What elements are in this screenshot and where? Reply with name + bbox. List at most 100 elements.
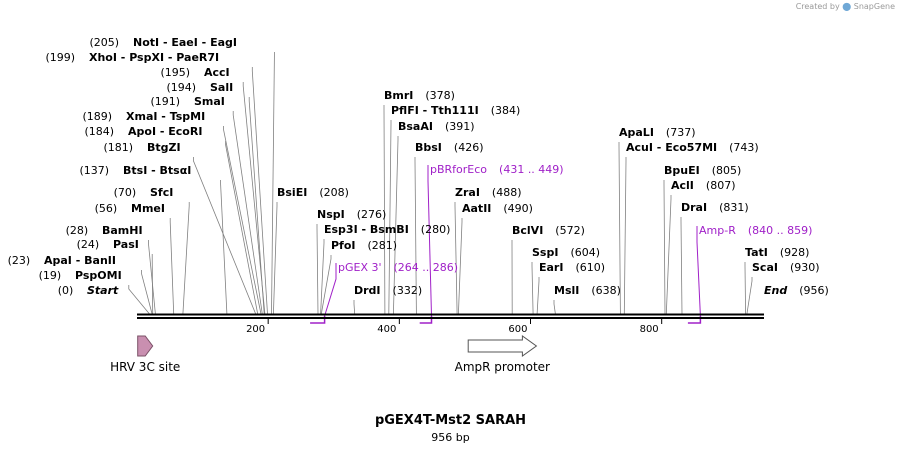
site-xhoi[interactable]: (199) XhoI - PspXI - PaeR7I [46,51,220,64]
site-xmai[interactable]: (189) XmaI - TspMI [83,110,206,123]
site-position: (205) [90,36,120,49]
site-leader-line [271,52,275,315]
site-leader-line [623,157,627,315]
site-drdi[interactable]: DrdI (332) [354,284,422,297]
site-pfoi[interactable]: PfoI (281) [331,239,397,252]
site-position: (391) [445,120,475,133]
site-position: (956) [799,284,829,297]
enzyme-name: ScaI [752,261,778,274]
site-pasi[interactable]: (24) PasI [77,238,139,251]
site-leader-line [454,202,458,315]
site-position: (70) [114,186,137,199]
primer-leader [427,165,432,317]
enzyme-name: PasI [113,238,139,251]
site-leader-line [320,255,332,315]
site-label: (184) ApoI - EcoRI [85,125,203,138]
site-zrai[interactable]: ZraI (488) [455,186,522,199]
site-bsiei[interactable]: BsiEI (208) [277,186,349,199]
site-scai[interactable]: ScaI (930) [752,261,820,274]
site-leader-line [383,105,386,315]
site-label: ScaI (930) [752,261,820,274]
site-acci[interactable]: (195) AccI [161,66,230,79]
enzyme-name: ZraI [455,186,480,199]
site-label: (19) PspOMI [39,269,122,282]
enzyme-name: - Tth111I [419,104,479,117]
site-leader-line [193,157,257,315]
site-eari[interactable]: EarI (610) [539,261,605,274]
feature-arrow-icon [467,335,538,357]
site-leader-line [744,262,746,315]
site-leader-line [531,262,534,315]
site-bamhi[interactable]: (28) BamHI [66,224,143,237]
site-bmri[interactable]: BmrI (378) [384,89,455,102]
enzyme-name: - PaeR7I [164,51,219,64]
site-label: (28) BamHI [66,224,143,237]
site-acui[interactable]: AcuI - Eco57MI (743) [626,141,759,154]
site-sali[interactable]: (194) SalI [167,81,234,94]
site-sspi[interactable]: SspI (604) [532,246,600,259]
enzyme-name: - EaeI [159,36,198,49]
site-leader-line [536,277,540,315]
site-leader-line [148,240,156,315]
site-label: NspI (276) [317,208,386,221]
site-btsi[interactable]: (137) BtsI - BtsαI [80,164,192,177]
site-bsaai[interactable]: BsaAI (391) [398,120,475,133]
enzyme-name: ApoI [128,125,156,138]
primer-pbrforeco[interactable]: pBRforEco (431 .. 449) [419,163,564,324]
site-position: (19) [39,269,62,282]
site-end[interactable]: End (956) [764,284,829,297]
site-start[interactable]: (0) Start [58,284,119,297]
primer-amp-r[interactable]: Amp-R (840 .. 859) [687,224,813,324]
site-leader-line [680,217,683,315]
site-pspomi[interactable]: (19) PspOMI [39,269,122,282]
feature-ampr-promoter[interactable]: AmpR promoter [455,335,550,374]
site-label: (56) MmeI [95,202,165,215]
site-label: BsaAI (391) [398,120,475,133]
site-pflfi[interactable]: PflFI - Tth111I (384) [391,104,520,117]
site-leader-line [251,67,268,315]
site-mmei[interactable]: (56) MmeI [95,202,165,215]
site-drai[interactable]: DraI (831) [681,201,749,214]
site-leader-line [141,270,153,315]
site-bpuei[interactable]: BpuEI (805) [664,164,741,177]
site-btgzi[interactable]: (181) BtgZI [104,141,181,154]
site-smai[interactable]: (191) SmaI [151,95,225,108]
site-tati[interactable]: TatI (928) [745,246,809,259]
site-label: TatI (928) [745,246,809,259]
site-position: (572) [555,224,585,237]
enzyme-name: - EcoRI [156,125,202,138]
site-nspi[interactable]: NspI (276) [317,208,386,221]
site-label: (191) SmaI [151,95,225,108]
enzyme-name: - TspMI [157,110,205,123]
enzyme-name: - BsmBI [358,223,409,236]
feature-label: HRV 3C site [110,360,180,374]
feature-hrv-3c-site[interactable]: HRV 3C site [110,335,180,374]
site-label: (205) NotI - EaeI - EagI [90,36,237,49]
site-bclvi[interactable]: BclVI (572) [512,224,585,237]
site-position: (384) [491,104,521,117]
site-label: (137) BtsI - BtsαI [80,164,192,177]
site-bbsi[interactable]: BbsI (426) [415,141,484,154]
site-label: BclVI (572) [512,224,585,237]
tick-label: 200 [246,324,265,335]
site-apali[interactable]: ApaLI (737) [619,126,696,139]
site-position: (610) [575,261,605,274]
site-label: (0) Start [58,284,119,297]
site-leader-line [665,195,672,315]
enzyme-name: BsaAI [398,120,433,133]
enzyme-name: ApaLI [619,126,654,139]
site-apai[interactable]: (23) ApaI - BanII [8,254,116,267]
site-msli[interactable]: MslI (638) [554,284,621,297]
site-lines [128,52,753,315]
site-noti[interactable]: (205) NotI - EaeI - EagI [90,36,237,49]
enzyme-name: BclVI [512,224,543,237]
enzyme-name: BpuEI [664,164,700,177]
site-position: (805) [712,164,742,177]
site-acli[interactable]: AclI (807) [671,179,736,192]
site-aatii[interactable]: AatII (490) [462,202,533,215]
site-leader-line [553,300,556,315]
site-sfci[interactable]: (70) SfcI [114,186,174,199]
site-label: ApaLI (737) [619,126,696,139]
site-apoi[interactable]: (184) ApoI - EcoRI [85,125,203,138]
site-esp3i[interactable]: Esp3I - BsmBI (280) [324,223,450,236]
